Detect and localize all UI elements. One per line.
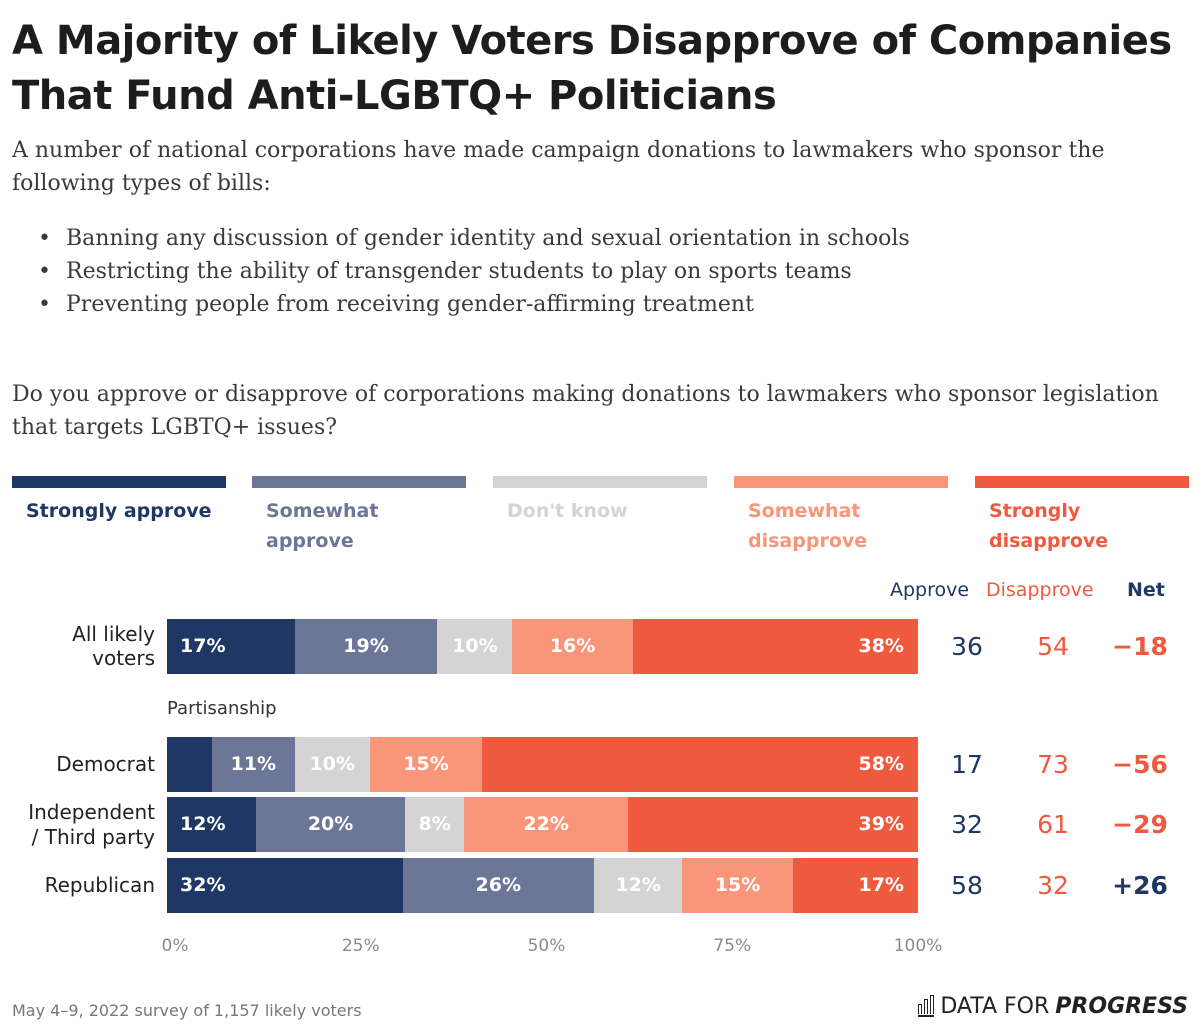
legend-label: Strongly disapprove <box>989 500 1109 552</box>
x-tick-label: 25% <box>341 936 380 956</box>
legend-label: Strongly approve <box>26 500 212 522</box>
disapprove-value: 32 <box>1037 871 1069 900</box>
bill-item: Banning any discussion of gender identit… <box>38 222 1188 255</box>
data-label: 10% <box>452 635 498 657</box>
data-label: 39% <box>858 813 904 835</box>
data-label: 10% <box>309 753 355 775</box>
legend-item: Don't know <box>493 476 707 526</box>
data-label: 22% <box>523 813 569 835</box>
bar-segment: 39% <box>627 797 918 852</box>
data-label: 15% <box>403 753 449 775</box>
bar-segment: 8% <box>404 797 465 852</box>
data-label: 26% <box>475 874 522 896</box>
legend-item: Strongly disapprove <box>975 476 1189 556</box>
row-label: / Third party <box>31 825 155 849</box>
brand-text-bold: PROGRESS <box>1055 994 1188 1019</box>
bill-item: Preventing people from receiving gender-… <box>38 288 1188 321</box>
data-label: 11% <box>230 753 277 775</box>
x-tick-label: 100% <box>893 936 943 956</box>
bar-segment: 10% <box>437 619 513 674</box>
bar-segment <box>167 737 213 792</box>
bar-segment: 22% <box>464 797 628 852</box>
bar-chart-icon <box>918 994 935 1017</box>
net-value: −29 <box>1112 810 1168 839</box>
legend-item: Strongly approve <box>12 476 226 526</box>
legend-label: Somewhat approve <box>266 500 379 552</box>
bar-segment: 17% <box>792 858 918 913</box>
approve-column-header: Approve <box>890 579 970 601</box>
legend-swatch <box>493 476 707 488</box>
approve-value: 36 <box>951 632 983 661</box>
x-tick-label: 50% <box>527 936 566 956</box>
bar-segment: 11% <box>212 737 295 792</box>
stacked-bar: 11% 10% 15% 58% <box>167 737 918 792</box>
stacked-bar: 12% 20% 8% 22% 39% <box>167 797 918 852</box>
data-label: 16% <box>549 635 596 657</box>
data-label: 17% <box>180 635 226 657</box>
row-label: voters <box>92 646 155 670</box>
legend-label: Don't know <box>507 500 628 522</box>
row-label: Independent <box>28 800 155 824</box>
bar-segment: 16% <box>512 619 633 674</box>
legend-swatch <box>252 476 466 488</box>
data-label: 17% <box>858 874 904 896</box>
bar-segment: 19% <box>294 619 438 674</box>
net-value: −18 <box>1112 632 1168 661</box>
footer-note: May 4–9, 2022 survey of 1,157 likely vot… <box>12 1001 362 1020</box>
data-label: 12% <box>615 874 661 896</box>
data-label: 19% <box>343 635 389 657</box>
survey-question: Do you approve or disapprove of corporat… <box>12 382 1159 440</box>
data-label: 58% <box>858 753 904 775</box>
row-label: Democrat <box>56 752 155 776</box>
section-label-partisanship: Partisanship <box>167 698 277 719</box>
disapprove-column-header: Disapprove <box>986 579 1094 601</box>
bar-segment: 10% <box>294 737 370 792</box>
row-label: Republican <box>44 873 155 897</box>
bar-segment: 15% <box>682 858 793 913</box>
data-label: 38% <box>858 635 904 657</box>
stacked-bar: 17% 19% 10% 16% 38% <box>167 619 918 674</box>
net-column-header: Net <box>1127 579 1165 601</box>
approve-value: 32 <box>951 810 983 839</box>
intro-text: A number of national corporations have m… <box>12 138 1105 196</box>
legend-item: Somewhat disapprove <box>734 476 948 556</box>
bar-segment: 17% <box>167 619 295 674</box>
disapprove-value: 54 <box>1037 632 1069 661</box>
approve-value: 58 <box>951 871 983 900</box>
data-label: 20% <box>307 813 354 835</box>
net-value: −56 <box>1112 750 1168 779</box>
bar-segment: 12% <box>594 858 683 913</box>
bar-segment: 12% <box>167 797 257 852</box>
data-label: 8% <box>418 813 451 835</box>
legend-item: Somewhat approve <box>252 476 466 556</box>
brand-text-light: DATA FOR <box>940 994 1050 1019</box>
row-label: All likely <box>72 622 155 646</box>
legend-label: Somewhat disapprove <box>748 500 868 552</box>
bar-segment: 26% <box>402 858 595 913</box>
net-value: +26 <box>1112 871 1168 900</box>
bar-segment: 58% <box>482 737 918 792</box>
disapprove-value: 61 <box>1037 810 1069 839</box>
stacked-bar: 32% 26% 12% 15% 17% <box>167 858 918 913</box>
bar-segment: 38% <box>632 619 918 674</box>
data-label: 32% <box>180 874 226 896</box>
brand-logo: DATA FOR PROGRESS <box>918 994 1188 1019</box>
disapprove-value: 73 <box>1037 750 1069 779</box>
data-label: 12% <box>180 813 226 835</box>
legend-swatch <box>12 476 226 488</box>
legend-swatch <box>734 476 948 488</box>
legend-swatch <box>975 476 1189 488</box>
bar-segment: 20% <box>256 797 405 852</box>
chart-title: A Majority of Likely Voters Disapprove o… <box>12 18 1172 119</box>
data-label: 15% <box>714 874 761 896</box>
bill-list: Banning any discussion of gender identit… <box>38 222 1188 321</box>
bar-segment: 32% <box>167 858 403 913</box>
bill-item: Restricting the ability of transgender s… <box>38 255 1188 288</box>
x-tick-label: 75% <box>713 936 752 956</box>
bar-segment: 15% <box>369 737 483 792</box>
x-tick-label: 0% <box>161 936 189 956</box>
approve-value: 17 <box>951 750 983 779</box>
